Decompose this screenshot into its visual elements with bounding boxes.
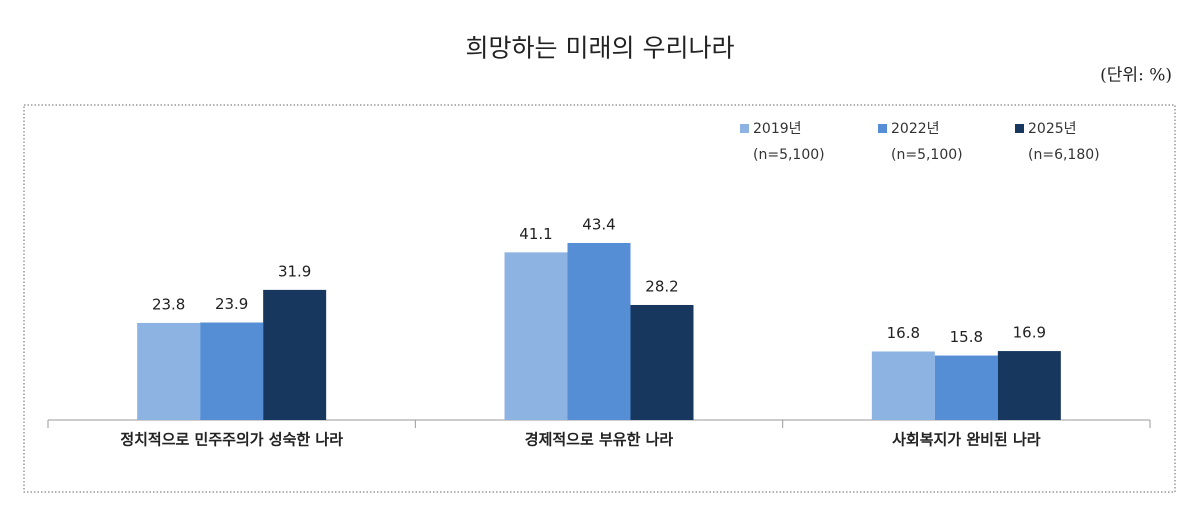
bar [137, 322, 201, 420]
legend-swatch [1015, 124, 1024, 133]
data-label: 28.2 [645, 277, 678, 295]
data-label: 15.8 [950, 328, 983, 346]
bar [504, 252, 568, 420]
data-label: 41.1 [519, 225, 552, 243]
bar [934, 355, 998, 420]
legend-note: (n=6,180) [1028, 147, 1100, 163]
data-label: 31.9 [278, 262, 311, 280]
frame [23, 104, 1176, 493]
legend-swatch [740, 124, 749, 133]
data-label: 16.9 [1013, 324, 1046, 342]
data-label: 23.9 [215, 295, 248, 313]
legend-note: (n=5,100) [753, 147, 825, 163]
bar [567, 242, 631, 420]
data-label: 23.8 [152, 295, 185, 313]
chart-title: 희망하는 미래의 우리나라 [466, 34, 735, 63]
x-tick-label: 정치적으로 민주주의가 성숙한 나라 [120, 431, 343, 449]
x-tick-label: 경제적으로 부유한 나라 [525, 431, 674, 449]
bar [630, 304, 694, 420]
legend-note: (n=5,100) [891, 147, 963, 163]
legend-label: 2025년 [1028, 121, 1077, 137]
bar [200, 322, 264, 420]
data-label: 16.8 [887, 324, 920, 342]
bar [263, 289, 327, 420]
unit-label: (단위: %) [1100, 66, 1172, 86]
legend-label: 2019년 [753, 121, 802, 137]
x-tick-label: 사회복지가 완비된 나라 [892, 431, 1041, 449]
bar [997, 351, 1061, 420]
data-label: 43.4 [582, 215, 615, 233]
bar [871, 351, 935, 420]
legend-swatch [878, 124, 887, 133]
legend-label: 2022년 [891, 121, 940, 137]
